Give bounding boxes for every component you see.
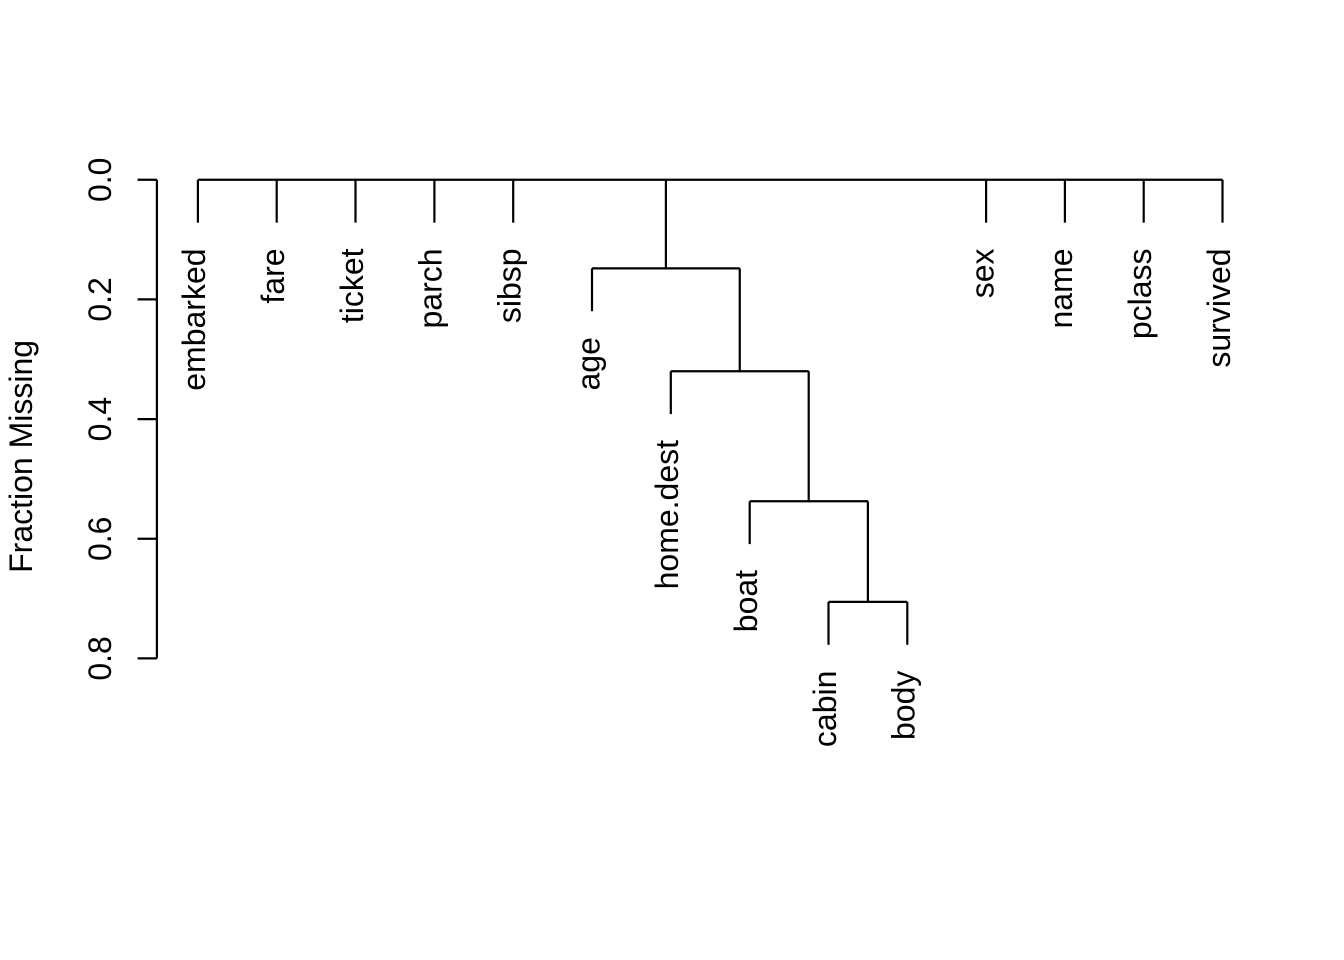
svg-text:ticket: ticket [334,248,370,323]
svg-text:home.dest: home.dest [649,440,685,590]
svg-text:0.4: 0.4 [82,397,118,441]
svg-text:boat: boat [728,570,764,632]
svg-text:pclass: pclass [1122,248,1158,339]
svg-text:name: name [1043,248,1079,328]
svg-text:parch: parch [413,248,449,328]
svg-text:body: body [886,671,922,740]
svg-text:0.2: 0.2 [82,277,118,321]
svg-text:Fraction Missing: Fraction Missing [3,340,39,573]
svg-text:embarked: embarked [176,248,212,390]
svg-text:0.6: 0.6 [82,517,118,561]
svg-text:survived: survived [1201,248,1237,367]
svg-text:age: age [570,337,606,390]
svg-text:0.0: 0.0 [82,158,118,202]
svg-text:sex: sex [964,248,1000,298]
svg-text:sibsp: sibsp [492,248,528,323]
svg-text:0.8: 0.8 [82,636,118,680]
svg-text:fare: fare [255,248,291,303]
svg-text:cabin: cabin [807,671,843,748]
